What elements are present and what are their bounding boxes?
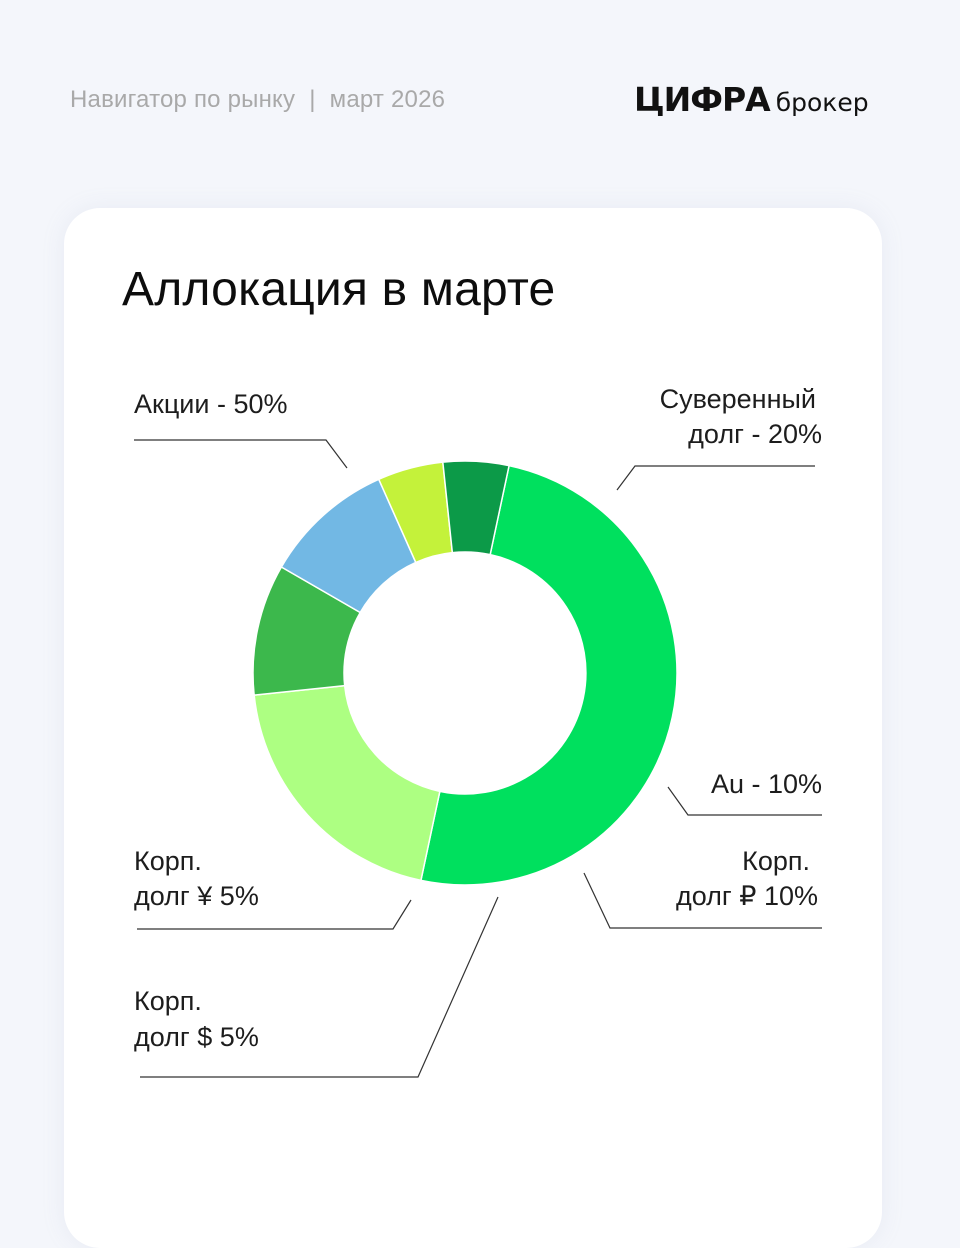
slice-label-2-line-1: Суверенный: [660, 384, 816, 414]
slice-label-4-line-2: долг ₽ 10%: [676, 881, 818, 911]
slice-label-1-line-1: Акции - 50%: [134, 389, 287, 419]
report-name: Навигатор по рынку: [70, 86, 296, 113]
chart-title: Аллокация в марте: [122, 263, 556, 316]
report-date: март 2026: [329, 86, 446, 113]
chart-card: Аллокация в марте: [64, 208, 882, 1248]
leader-line-6: [137, 899, 412, 930]
slice-label-6-line-1: Корп.: [134, 846, 202, 876]
logo-wordmark: ЦИФРА: [634, 80, 771, 119]
logo-subtitle: брокер: [775, 88, 869, 117]
donut-slice-1: [420, 464, 678, 886]
leader-line-2: [616, 465, 815, 491]
header-subtitle: Навигатор по рынку | март 2026: [70, 86, 445, 114]
slice-label-5-line-1: Корп.: [134, 986, 202, 1016]
subtitle-separator: |: [309, 86, 316, 113]
donut-slice-2: [253, 684, 441, 882]
donut-slice-6: [442, 460, 510, 556]
slice-label-2-line-2: долг - 20%: [688, 419, 822, 449]
leader-line-3: [667, 786, 822, 816]
leader-line-5: [140, 896, 499, 1078]
slice-label-6-line-2: долг ¥ 5%: [134, 881, 259, 911]
leader-line-4: [583, 872, 822, 929]
slice-label-5-line-2: долг $ 5%: [134, 1022, 259, 1052]
leader-line-1: [134, 439, 348, 469]
slice-label-4-line-1: Корп.: [742, 846, 810, 876]
donut-chart: Акции - 50% Суверенный долг - 20% Au - 10% К…: [134, 384, 822, 1078]
brand-logo: ЦИФРА брокер: [634, 80, 869, 120]
slice-label-3-line-1: Au - 10%: [711, 769, 822, 799]
